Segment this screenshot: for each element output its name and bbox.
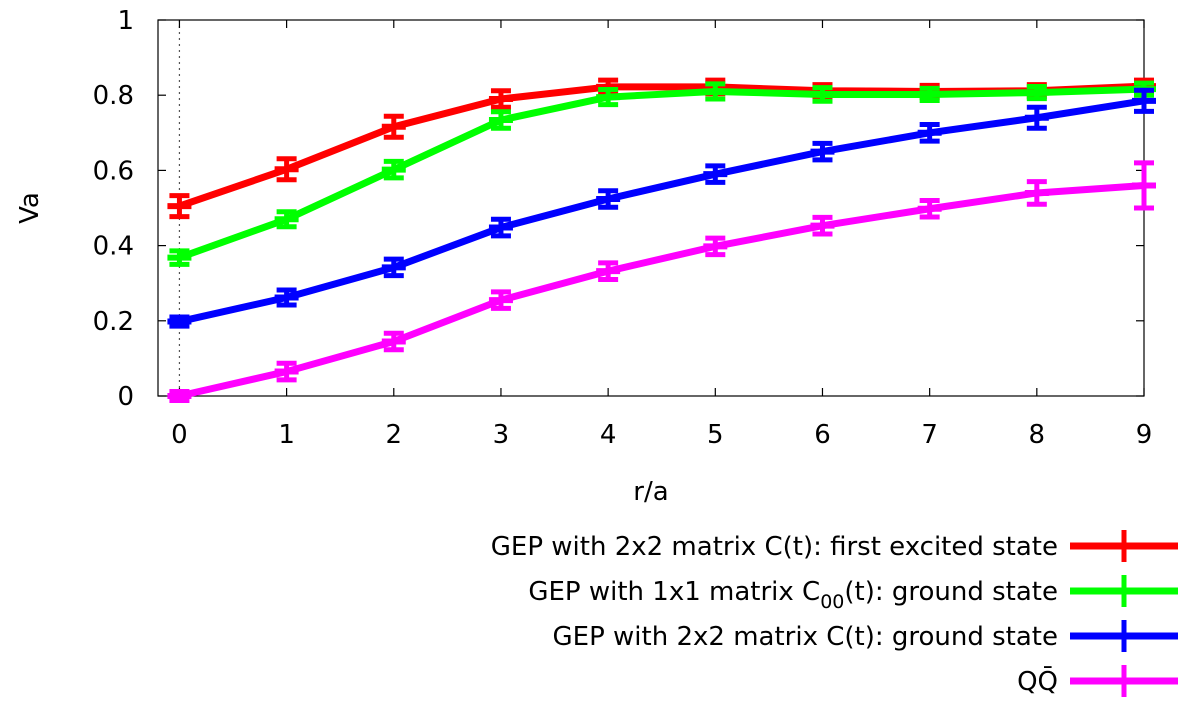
legend-label: QQ̄ (1017, 665, 1058, 697)
legend-entry-4: QQ̄ (1017, 665, 1178, 697)
x-tick-label: 7 (921, 420, 938, 450)
x-tick-label: 3 (493, 420, 510, 450)
x-axis-label: r/a (633, 477, 668, 507)
x-tick-label: 6 (814, 420, 831, 450)
x-tick-label: 0 (171, 420, 188, 450)
y-tick-label: 0.2 (93, 307, 134, 337)
y-tick-label: 0.4 (93, 232, 134, 262)
series-layer (167, 77, 1156, 404)
axes-layer: 0 1 2 3 4 5 6 7 8 9 0 0.2 0.4 0.6 0.8 1 (93, 6, 1153, 450)
legend-text: QQ̄ (1017, 665, 1058, 697)
series-line (178, 181, 1145, 400)
legend-entry-2: GEP with 1x1 matrix C00(t): ground state (528, 575, 1178, 613)
y-axis-label: Va (15, 192, 45, 224)
x-tick-label: 5 (707, 420, 724, 450)
legend-label: GEP with 2x2 matrix C(t): ground state (553, 622, 1058, 652)
legend-entry-1: GEP with 2x2 matrix C(t): first excited … (491, 530, 1178, 562)
y-tick-label: 1 (117, 6, 134, 36)
x-tick-label: 1 (278, 420, 295, 450)
series-line (178, 85, 1145, 261)
legend-label: GEP with 1x1 matrix C00(t): ground state (528, 577, 1058, 613)
x-tick-label: 9 (1136, 420, 1153, 450)
series-3 (167, 87, 1156, 329)
legend-entry-3: GEP with 2x2 matrix C(t): ground state (553, 620, 1178, 652)
legend-text: GEP with 2x2 matrix C(t): first excited … (491, 532, 1058, 562)
y-tick-label: 0 (117, 382, 134, 412)
x-tick-label: 4 (600, 420, 617, 450)
legend: GEP with 2x2 matrix C(t): first excited … (491, 530, 1178, 697)
legend-subscript: 00 (820, 591, 844, 613)
legend-label: GEP with 2x2 matrix C(t): first excited … (491, 532, 1058, 562)
x-tick-label: 8 (1029, 420, 1046, 450)
series-line (178, 97, 1145, 325)
legend-text: (t): ground state (844, 577, 1058, 607)
series-2 (167, 80, 1156, 267)
legend-text: GEP with 1x1 matrix C (528, 577, 820, 607)
y-tick-label: 0.6 (93, 156, 134, 186)
series-4 (167, 160, 1156, 404)
y-tick-label: 0.8 (93, 81, 134, 111)
x-tick-label: 2 (386, 420, 403, 450)
legend-text: GEP with 2x2 matrix C(t): ground state (553, 622, 1058, 652)
